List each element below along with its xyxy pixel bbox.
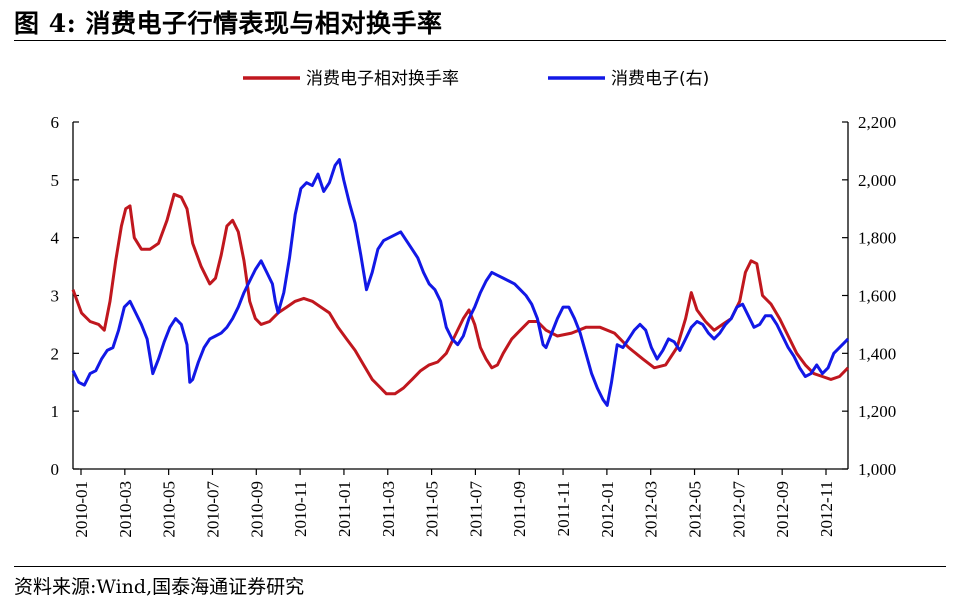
x-tick-label: 2010-05 bbox=[160, 481, 179, 538]
x-tick-label: 2010-07 bbox=[203, 481, 222, 538]
x-tick-label: 2011-01 bbox=[335, 481, 354, 537]
left-tick-label: 3 bbox=[51, 287, 60, 306]
x-tick-label: 2010-11 bbox=[291, 481, 310, 537]
left-tick-label: 0 bbox=[51, 460, 60, 479]
left-tick-label: 1 bbox=[51, 402, 60, 421]
x-tick-label: 2012-11 bbox=[817, 481, 836, 537]
x-tick-label: 2011-07 bbox=[466, 481, 485, 538]
x-tick-label: 2012-01 bbox=[598, 481, 617, 538]
right-tick-label: 1,600 bbox=[858, 287, 896, 306]
figure-title: 图 4: 消费电子行情表现与相对换手率 bbox=[14, 9, 443, 38]
left-tick-label: 2 bbox=[51, 344, 60, 363]
right-tick-label: 1,200 bbox=[858, 402, 896, 421]
x-tick-label: 2010-01 bbox=[72, 481, 91, 538]
x-tick-label: 2011-03 bbox=[379, 481, 398, 537]
x-tick-label: 2010-03 bbox=[116, 481, 135, 538]
x-tick-label: 2010-09 bbox=[247, 481, 266, 538]
right-tick-label: 1,400 bbox=[858, 344, 896, 363]
right-tick-label: 1,800 bbox=[858, 229, 896, 248]
chart-axes: 0 1 2 3 4 5 6 1,000 1,200 1,400 1,600 1,800 2,000 2,2… bbox=[51, 113, 897, 538]
right-tick-label: 2,200 bbox=[858, 113, 896, 132]
index-series-line bbox=[71, 158, 850, 407]
x-tick-label: 2012-09 bbox=[773, 481, 792, 538]
right-tick-label: 2,000 bbox=[858, 171, 896, 190]
right-tick-label: 1,000 bbox=[858, 460, 896, 479]
chart-legend: 消费电子相对换手率 消费电子(右) bbox=[243, 69, 709, 89]
left-tick-label: 6 bbox=[51, 113, 60, 132]
left-tick-label: 4 bbox=[51, 229, 60, 248]
turnover-series-line bbox=[71, 192, 850, 396]
legend-label-turnover: 消费电子相对换手率 bbox=[306, 69, 459, 89]
title-divider bbox=[14, 40, 946, 41]
left-tick-label: 5 bbox=[51, 171, 60, 190]
x-tick-label: 2012-05 bbox=[686, 481, 705, 538]
x-tick-label: 2011-09 bbox=[510, 481, 529, 537]
legend-label-index: 消费电子(右) bbox=[611, 69, 709, 89]
source-note: 资料来源:Wind,国泰海通证券研究 bbox=[14, 576, 305, 598]
x-tick-label: 2011-11 bbox=[554, 481, 573, 536]
source-divider bbox=[14, 566, 946, 567]
x-tick-label: 2011-05 bbox=[423, 481, 442, 537]
chart-series bbox=[71, 158, 850, 407]
x-tick-label: 2012-03 bbox=[642, 481, 661, 538]
x-tick-label: 2012-07 bbox=[729, 481, 748, 538]
